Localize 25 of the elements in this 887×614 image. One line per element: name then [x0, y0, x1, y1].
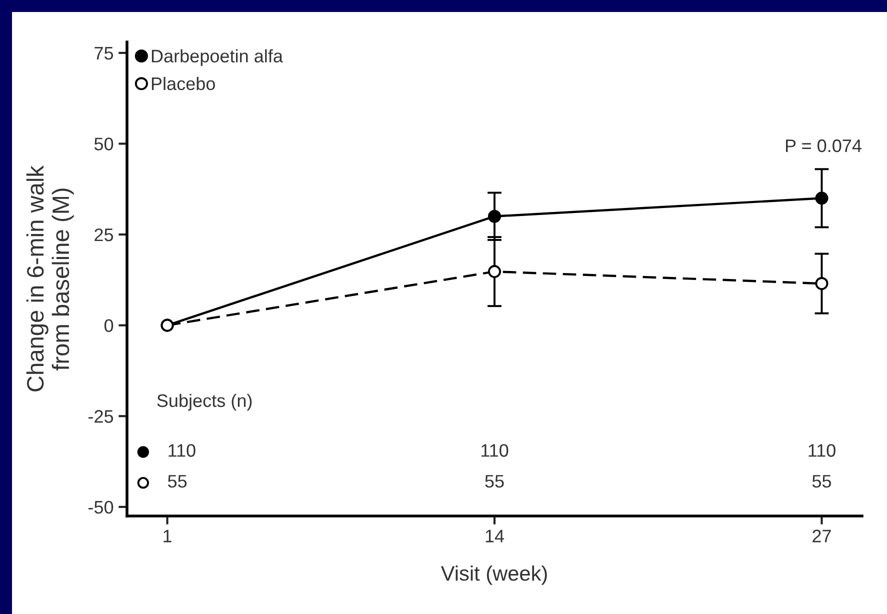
y-tick-label: 0 — [104, 319, 114, 332]
point — [815, 192, 828, 205]
x-tick-label: 14 — [486, 530, 504, 542]
y-tick-label: 75 — [94, 47, 114, 60]
annotation: 55 — [168, 475, 187, 488]
annotation: 55 — [485, 475, 504, 488]
annotation: 110 — [168, 444, 196, 457]
x-axis-title: Visit (week) — [440, 565, 547, 585]
y-tick-label: 50 — [94, 138, 114, 150]
annotation: 110 — [481, 444, 508, 457]
x-tick-label: 1 — [164, 530, 172, 542]
legend-label: Darbepoetin alfa — [152, 49, 283, 66]
y-tick-label: -50 — [88, 500, 114, 514]
point — [488, 265, 502, 278]
legend-label: Placebo — [152, 76, 215, 90]
y-tick-label: 25 — [94, 228, 114, 242]
annotation: 110 — [808, 444, 836, 457]
annotation: 55 — [812, 475, 832, 488]
point — [488, 210, 502, 223]
x-tick-label: 27 — [812, 530, 831, 542]
y-axis-title: Change in 6-min walk from baseline (M) — [26, 165, 74, 392]
y-tick-label: -25 — [88, 410, 114, 423]
annotation: P = 0.074 — [786, 139, 862, 152]
annotation: Subjects (n) — [157, 394, 252, 411]
point — [815, 277, 828, 290]
